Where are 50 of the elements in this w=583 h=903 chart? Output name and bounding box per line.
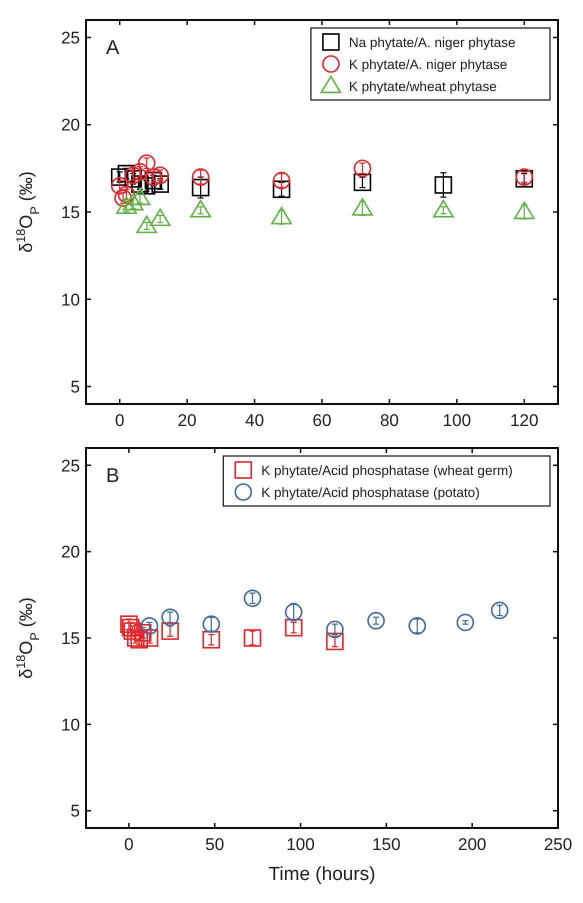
point	[130, 630, 148, 649]
point	[367, 612, 385, 630]
point	[284, 618, 302, 636]
x-tick-label: 150	[372, 835, 401, 854]
legend-label: Na phytate/A. niger phytase	[348, 35, 516, 50]
point	[284, 603, 302, 621]
x-axis-title: Time (hours)	[268, 864, 376, 885]
point	[326, 620, 344, 638]
y-tick-label: 25	[61, 28, 80, 48]
point	[202, 630, 220, 649]
x-tick-label: 250	[544, 835, 572, 854]
point	[122, 618, 140, 636]
annotation: A	[106, 37, 120, 59]
y-tick-label: 5	[70, 802, 80, 821]
point	[244, 589, 262, 608]
y-tick-label: 10	[61, 290, 80, 310]
x-tick-label: 100	[286, 835, 315, 854]
legend-label: K phytate/Acid phosphatase (potato)	[261, 485, 480, 500]
x-tick-label: 50	[205, 835, 224, 854]
point	[161, 608, 179, 626]
x-tick-label: 60	[312, 411, 332, 430]
point	[326, 632, 344, 650]
y-tick-label: 15	[61, 629, 80, 648]
x-tick-label: 80	[380, 411, 399, 430]
point	[161, 622, 179, 640]
legend-label: K phytate/A. niger phytase	[348, 57, 508, 72]
x-tick-label: 40	[245, 411, 264, 430]
y-tick-label: 15	[61, 203, 80, 222]
x-tick-label: 200	[458, 835, 486, 854]
y-tick-label: 20	[61, 116, 80, 135]
y-tick-label: 20	[61, 542, 80, 562]
point	[126, 629, 145, 647]
legend-label: K phytate/Acid phosphatase (wheat germ)	[261, 463, 513, 478]
y-tick-label: 25	[61, 456, 80, 476]
x-tick-label: 20	[178, 411, 197, 430]
point	[490, 602, 508, 620]
x-tick-label: 0	[114, 411, 124, 430]
point	[120, 615, 138, 633]
legend-label: K phytate/wheat phytase	[348, 79, 497, 94]
x-tick-label: 0	[124, 835, 134, 854]
x-tick-label: 100	[442, 411, 472, 430]
x-tick-label: 120	[510, 411, 538, 430]
point	[202, 615, 220, 633]
y-tick-label: 10	[61, 715, 80, 734]
point	[408, 617, 426, 635]
annotation: B	[106, 465, 120, 487]
point	[140, 617, 158, 635]
point	[244, 629, 262, 647]
point	[456, 614, 474, 632]
y-tick-label: 5	[70, 378, 80, 397]
